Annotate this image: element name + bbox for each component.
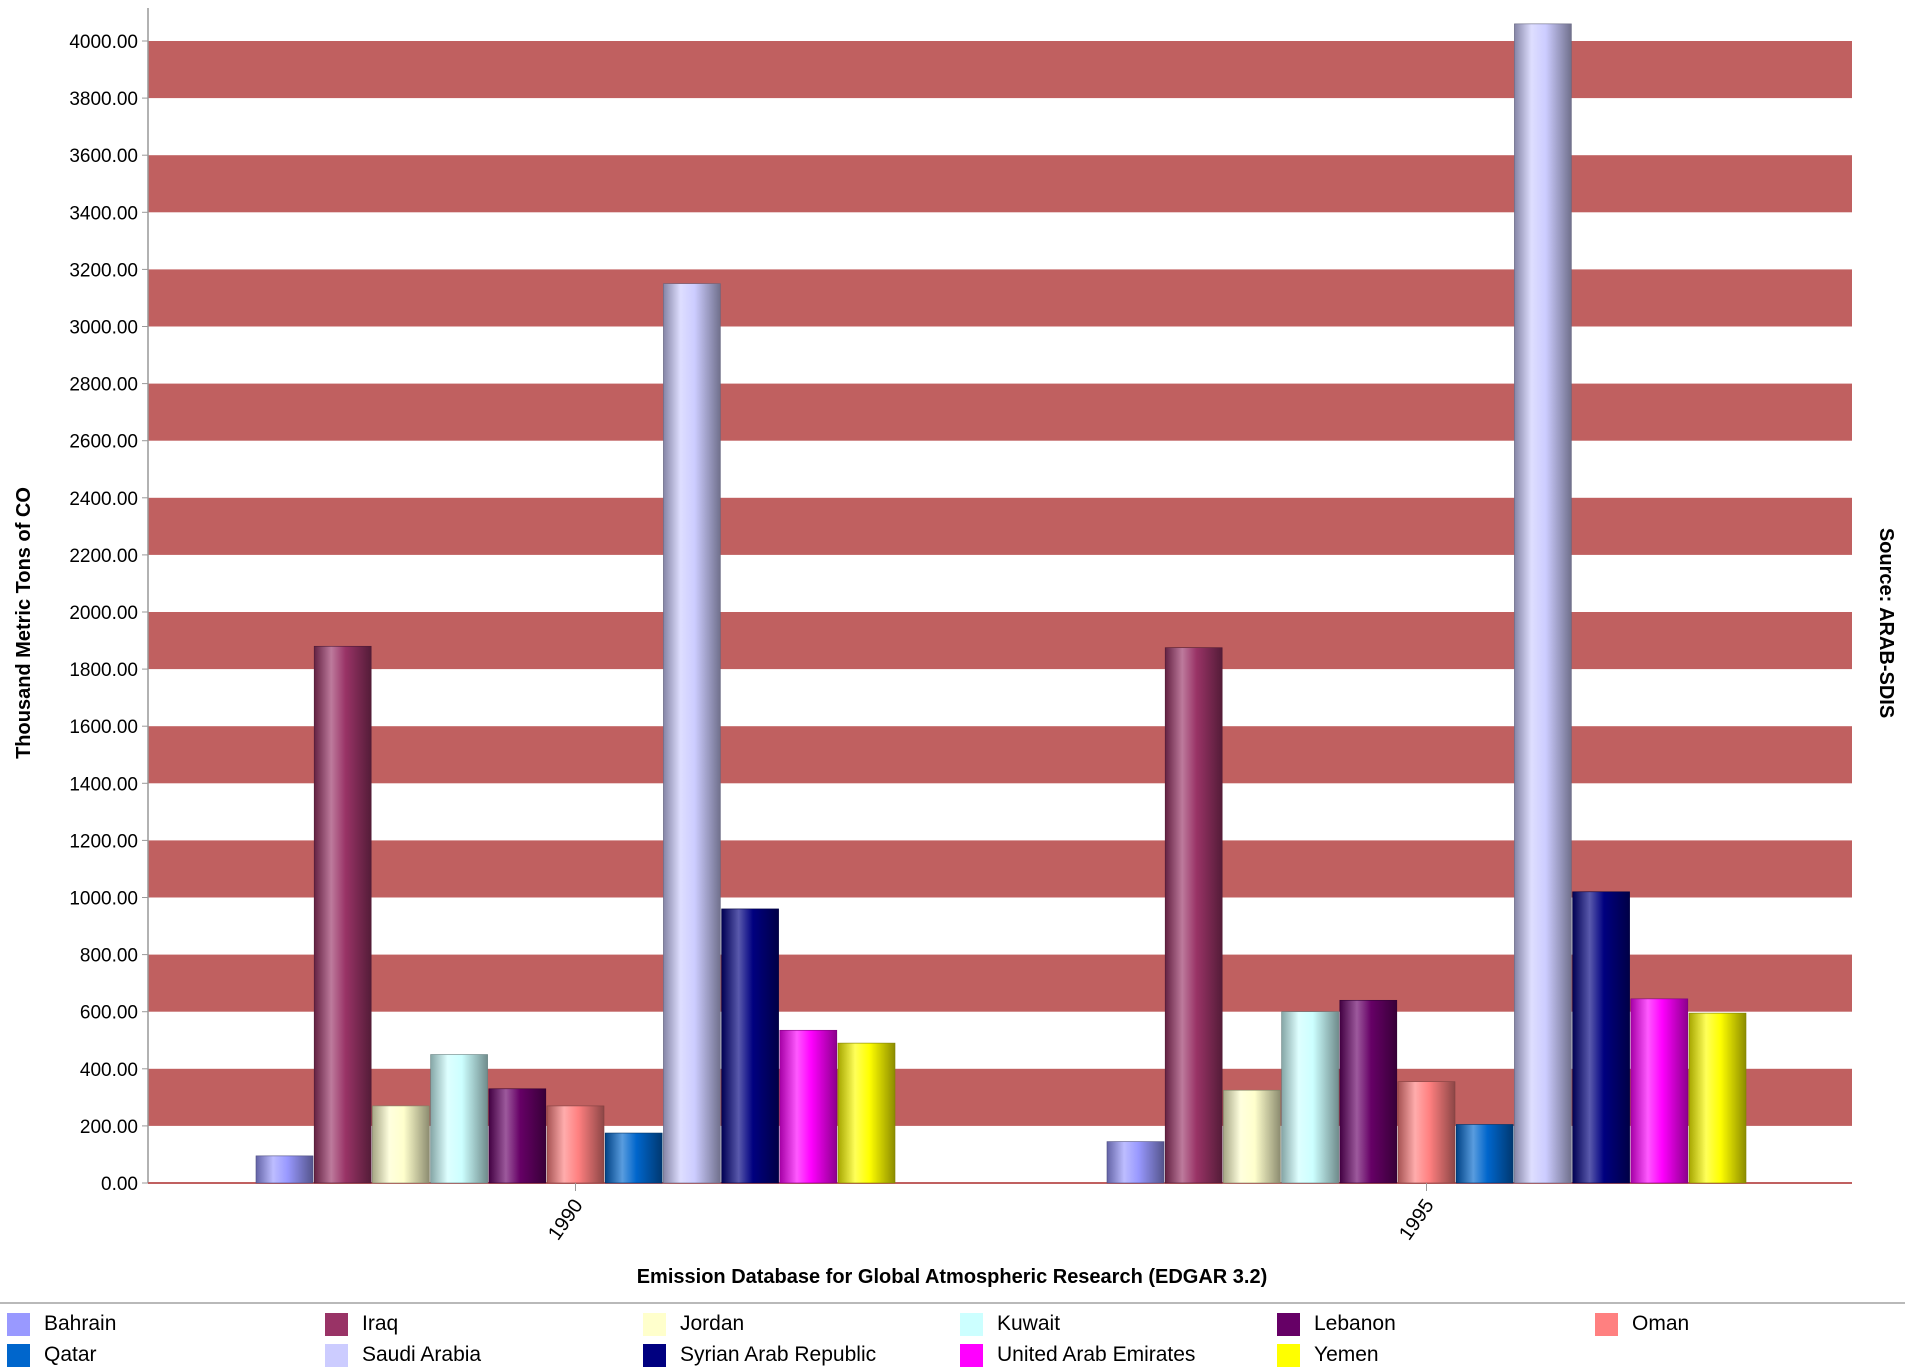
y-axis-ticks: 0.00 200.00 400.00 600.00 800.00 1000.00 1200.… (69, 32, 148, 1195)
bar-qatar-1995 (1455, 1124, 1514, 1184)
y-tick-label: 2400.00 (69, 489, 138, 510)
legend-item: Lebanon (1277, 1311, 1396, 1337)
bar-united-arab-emirates-1990 (779, 1029, 838, 1184)
bar-iraq-1990 (313, 645, 372, 1184)
legend-item: Syrian Arab Republic (643, 1342, 876, 1368)
bar-jordan-1990 (372, 1105, 430, 1184)
legend-label: Iraq (362, 1312, 399, 1335)
background-band (148, 269, 1852, 327)
legend-item: Yemen (1277, 1342, 1379, 1368)
y-axis-label: Thousand Metric Tons of CO (13, 487, 35, 759)
legend-label: Syrian Arab Republic (680, 1343, 877, 1366)
background-band (148, 155, 1852, 213)
y-tick-label: 800.00 (80, 946, 138, 967)
background-band (148, 726, 1852, 784)
legend-item: Jordan (643, 1311, 744, 1337)
bar-bahrain-1990 (255, 1155, 314, 1184)
bar-iraq-1995 (1164, 647, 1223, 1184)
legend: Bahrain Iraq Jordan Kuwait Lebanon Oman Qatar S… (0, 1302, 1905, 1372)
bar-united-arab-emirates-1995 (1630, 998, 1689, 1184)
legend-label: Lebanon (1314, 1312, 1396, 1335)
bar-syrian-arab-republic-1995 (1572, 891, 1630, 1184)
legend-swatch (1277, 1343, 1300, 1367)
bar-qatar-1990 (604, 1132, 663, 1184)
bar-lebanon-1995 (1339, 999, 1398, 1184)
legend-item: United Arab Emirates (960, 1342, 1195, 1368)
legend-label: Qatar (44, 1343, 97, 1366)
bar-syrian-arab-republic-1990 (721, 908, 779, 1184)
legend-label: Saudi Arabia (362, 1343, 482, 1366)
legend-swatch (7, 1343, 30, 1367)
y-tick-label: 1000.00 (69, 889, 138, 910)
y-tick-label: 2200.00 (69, 546, 138, 567)
y-tick-label: 2600.00 (69, 432, 138, 453)
legend-item: Qatar (7, 1342, 97, 1368)
y-tick-label: 2000.00 (69, 603, 138, 624)
x-tick-label: 1995 (1395, 1195, 1439, 1244)
legend-item: Bahrain (7, 1311, 116, 1337)
y-tick-label: 2800.00 (69, 375, 138, 396)
bar-oman-1995 (1397, 1081, 1456, 1184)
y-tick-label: 0.00 (101, 1174, 138, 1195)
background-band (148, 840, 1852, 898)
bar-oman-1990 (546, 1105, 605, 1184)
legend-swatch (643, 1343, 666, 1367)
bar-kuwait-1995 (1281, 1011, 1339, 1184)
y-tick-label: 1600.00 (69, 717, 138, 738)
x-axis-ticks: 1990 1995 (544, 1183, 1439, 1244)
y-tick-label: 3600.00 (69, 146, 138, 167)
chart-svg: 0.00 200.00 400.00 600.00 800.00 1000.00 1200.… (13, 8, 1897, 1288)
legend-label: Oman (1632, 1312, 1690, 1335)
legend-label: Bahrain (44, 1312, 117, 1335)
source-label: Source: ARAB-SDIS (1875, 528, 1897, 718)
x-axis-label: Emission Database for Global Atmospheric… (637, 1266, 1268, 1288)
x-tick-label: 1990 (544, 1195, 588, 1244)
y-tick-label: 1400.00 (69, 774, 138, 795)
legend-swatch (960, 1343, 983, 1367)
y-tick-label: 3800.00 (69, 89, 138, 110)
legend-swatch (7, 1312, 30, 1336)
y-tick-label: 4000.00 (69, 32, 138, 53)
bar-saudi-arabia-1995 (1514, 23, 1572, 1184)
legend-swatch (1595, 1312, 1618, 1336)
bar-bahrain-1995 (1106, 1141, 1165, 1184)
legend-label: Jordan (680, 1312, 745, 1335)
background-band (148, 383, 1852, 441)
bars (255, 23, 1747, 1184)
y-tick-label: 400.00 (80, 1060, 138, 1081)
bar-lebanon-1990 (488, 1088, 547, 1184)
y-tick-label: 600.00 (80, 1003, 138, 1024)
background-band (148, 612, 1852, 670)
legend-swatch (960, 1312, 983, 1336)
legend-item: Oman (1595, 1311, 1689, 1337)
bar-jordan-1995 (1223, 1089, 1281, 1184)
legend-item: Kuwait (960, 1311, 1060, 1337)
legend-label: Kuwait (997, 1312, 1061, 1335)
legend-swatch (1277, 1312, 1300, 1336)
bar-kuwait-1990 (430, 1054, 488, 1184)
y-tick-label: 1200.00 (69, 831, 138, 852)
legend-label: Yemen (1314, 1343, 1379, 1366)
y-tick-label: 200.00 (80, 1117, 138, 1138)
y-tick-label: 3000.00 (69, 318, 138, 339)
background-band (148, 497, 1852, 555)
bar-yemen-1990 (837, 1042, 896, 1184)
legend-swatch (325, 1312, 348, 1336)
legend-swatch (325, 1343, 348, 1367)
y-tick-label: 3200.00 (69, 260, 138, 281)
legend-item: Iraq (325, 1311, 398, 1337)
legend-item: Saudi Arabia (325, 1342, 481, 1368)
bar-saudi-arabia-1990 (663, 283, 721, 1184)
legend-label: United Arab Emirates (997, 1343, 1196, 1366)
background-band (148, 41, 1852, 99)
bar-yemen-1995 (1688, 1012, 1747, 1184)
legend-swatch (643, 1312, 666, 1336)
y-tick-label: 1800.00 (69, 660, 138, 681)
y-tick-label: 3400.00 (69, 203, 138, 224)
